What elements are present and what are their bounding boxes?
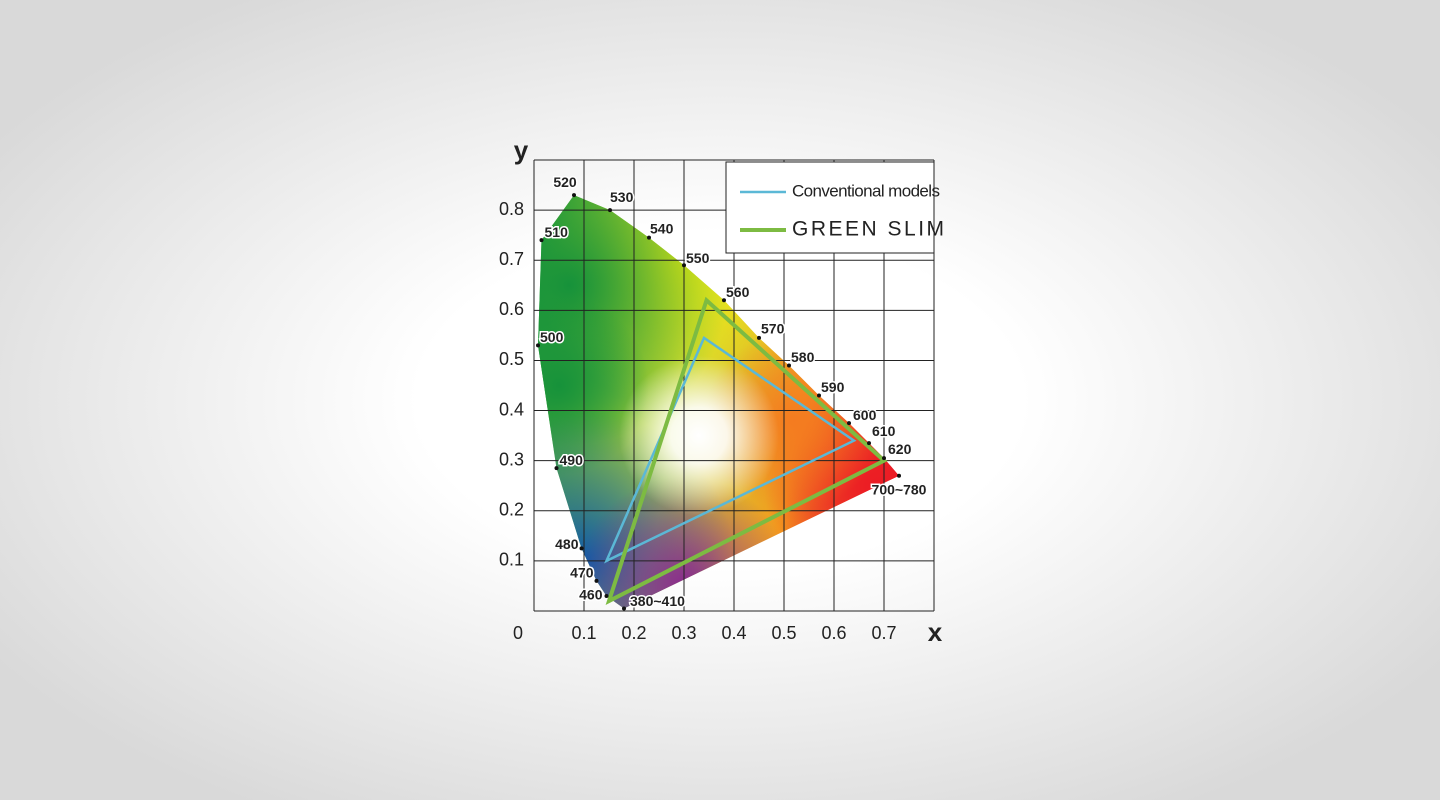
wavelength-label: 530: [610, 189, 634, 205]
wavelength-label: 510: [545, 224, 569, 240]
wavelength-label: 540: [650, 220, 674, 236]
locus-point: [757, 335, 761, 340]
gamut-triangle: [603, 336, 857, 564]
x-tick-label: 0.3: [671, 623, 696, 643]
wavelength-label: 700~780: [872, 481, 927, 497]
legend-label: GREEN SLIM: [792, 218, 947, 241]
wavelength-label: 560: [726, 284, 750, 300]
locus-point: [536, 343, 540, 348]
y-tick-label: 0.1: [499, 550, 524, 570]
locus-point: [604, 593, 609, 598]
y-tick-label: 0.8: [499, 199, 524, 219]
wavelength-label: 520: [553, 174, 577, 190]
y-tick-label: 0.6: [499, 299, 524, 319]
x-tick-label: 0.1: [571, 623, 596, 643]
gamut-triangle: [605, 296, 888, 605]
wavelength-label: 470: [570, 565, 594, 581]
locus-point: [539, 238, 544, 243]
legend-box: [725, 161, 935, 254]
legend-label: Conventional models: [792, 181, 939, 200]
locus-point: [682, 263, 686, 268]
locus-point: [787, 363, 791, 368]
gamut-glow: [619, 355, 779, 516]
wavelength-label: 600: [853, 407, 877, 423]
wavelength-label: 620: [888, 441, 912, 457]
locus-point: [572, 193, 576, 198]
locus-point: [897, 473, 901, 478]
wavelength-label: 480: [555, 536, 579, 552]
wavelength-label: 490: [560, 452, 584, 468]
x-tick-label: 0.7: [871, 623, 896, 643]
locus-point: [579, 546, 584, 551]
locus-point: [554, 466, 559, 471]
wavelength-label: 550: [686, 250, 710, 266]
x-tick-label: 0.6: [821, 623, 846, 643]
locus-point: [647, 235, 651, 240]
locus-point: [817, 393, 821, 398]
wavelength-label: 460: [579, 587, 603, 603]
y-tick-label: 0.2: [499, 500, 524, 520]
locus-point: [594, 578, 599, 583]
locus-point: [867, 441, 871, 446]
wavelength-label: 580: [791, 349, 815, 365]
y-tick-label: 0.7: [499, 249, 524, 269]
wavelength-label: 590: [821, 379, 845, 395]
wavelength-label: 610: [872, 423, 896, 439]
wavelength-label: 380~410: [630, 593, 685, 609]
x-tick-label: 0.5: [771, 623, 796, 643]
wavelength-label: 500: [540, 329, 564, 345]
y-tick-label: 0.3: [499, 449, 524, 469]
locus-point: [847, 421, 851, 426]
y-axis-label: y: [514, 135, 529, 165]
y-tick-label: 0.4: [499, 399, 524, 419]
locus-point: [722, 298, 726, 303]
x-tick-label: 0.4: [721, 623, 746, 643]
x-tick-label: 0.2: [621, 623, 646, 643]
x-axis-label: x: [928, 617, 943, 647]
wavelength-label: 570: [761, 321, 785, 337]
locus-point: [882, 456, 886, 461]
locus-point: [622, 606, 626, 611]
x-tick-label: 0: [513, 623, 523, 643]
locus-point: [608, 208, 612, 213]
y-tick-label: 0.5: [499, 349, 524, 369]
